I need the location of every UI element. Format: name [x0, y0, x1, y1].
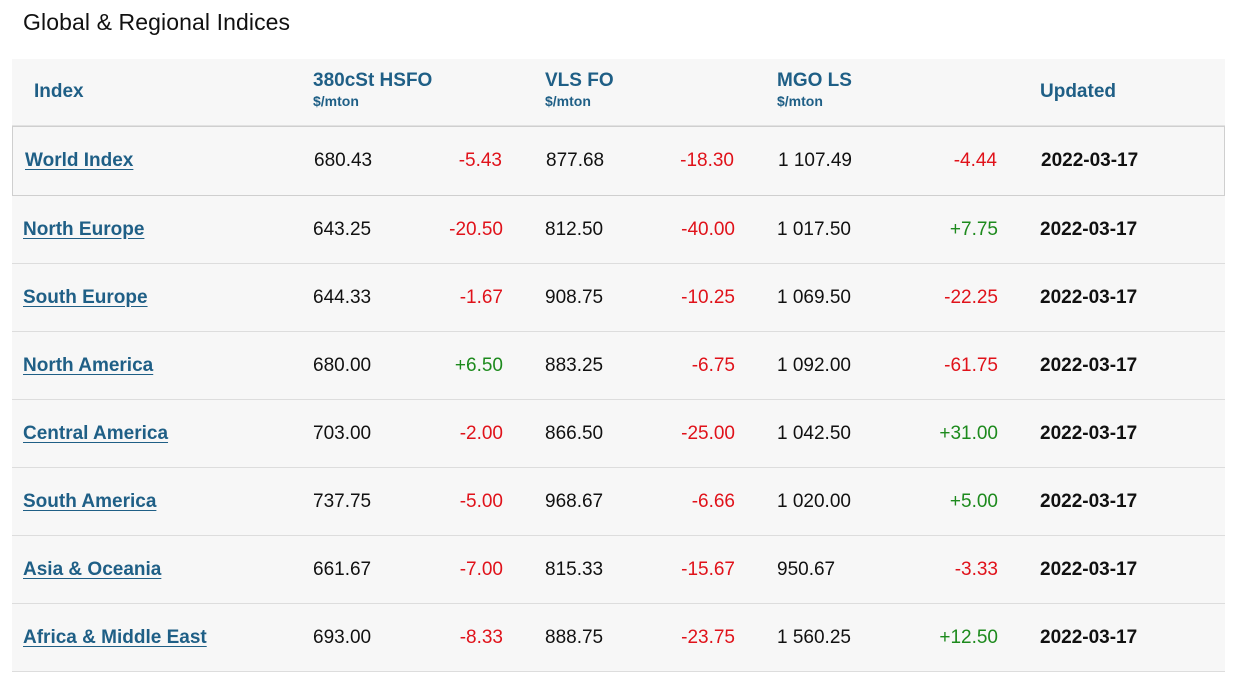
header-hsfo-label: 380cSt HSFO: [313, 70, 433, 91]
hsfo-change: -5.00: [459, 490, 503, 512]
vls-change: -23.75: [681, 626, 735, 648]
hsfo-change: -5.43: [458, 150, 502, 171]
region-link[interactable]: World Index: [25, 150, 134, 171]
mgo-price: 1 020.00: [777, 490, 851, 512]
page-title: Global & Regional Indices: [23, 9, 291, 35]
mgo-price: 1 017.50: [777, 218, 851, 240]
mgo-price: 1 560.25: [777, 626, 851, 648]
hsfo-price: 661.67: [313, 558, 372, 580]
header-index: Index: [34, 81, 84, 102]
mgo-price: 1 042.50: [777, 422, 851, 444]
vls-change: -6.75: [691, 354, 735, 376]
table-row: Africa & Middle East 693.00 -8.33 888.75…: [12, 604, 1225, 672]
mgo-change: +12.50: [939, 626, 998, 648]
mgo-price: 1 107.49: [778, 150, 852, 171]
mgo-price: 1 069.50: [777, 286, 851, 308]
mgo-change: +7.75: [949, 218, 998, 240]
mgo-price: 1 092.00: [777, 354, 851, 376]
region-link[interactable]: South Europe: [23, 286, 148, 308]
hsfo-price: 644.33: [313, 286, 372, 308]
region-link[interactable]: South America: [23, 490, 157, 512]
header-mgo: MGO LS $/mton: [777, 70, 852, 109]
header-updated: Updated: [1040, 81, 1116, 102]
updated-date: 2022-03-17: [1040, 626, 1138, 648]
vls-price: 968.67: [545, 490, 604, 512]
mgo-change: +5.00: [949, 490, 998, 512]
header-vls-label: VLS FO: [545, 70, 614, 91]
header-mgo-unit: $/mton: [777, 93, 823, 109]
hsfo-change: -1.67: [459, 286, 503, 308]
hsfo-price: 737.75: [313, 490, 372, 512]
updated-date: 2022-03-17: [1040, 422, 1138, 444]
updated-date: 2022-03-17: [1041, 150, 1139, 171]
vls-change: -10.25: [681, 286, 735, 308]
hsfo-change: -8.33: [459, 626, 503, 648]
vls-price: 815.33: [545, 558, 604, 580]
hsfo-change: +6.50: [454, 354, 503, 376]
region-link[interactable]: North America: [23, 354, 154, 376]
header-vls: VLS FO $/mton: [545, 70, 614, 109]
header-hsfo-unit: $/mton: [313, 93, 359, 109]
header-hsfo: 380cSt HSFO $/mton: [313, 70, 432, 109]
hsfo-price: 680.43: [314, 150, 373, 171]
table-row: Central America 703.00 -2.00 866.50 -25.…: [12, 400, 1225, 468]
vls-price: 888.75: [545, 626, 604, 648]
updated-date: 2022-03-17: [1040, 286, 1138, 308]
vls-price: 812.50: [545, 218, 604, 240]
updated-date: 2022-03-17: [1040, 218, 1138, 240]
hsfo-change: -7.00: [459, 558, 503, 580]
table-header: Index 380cSt HSFO $/mton VLS FO $/mton M…: [12, 59, 1225, 126]
updated-date: 2022-03-17: [1040, 490, 1138, 512]
hsfo-price: 680.00: [313, 354, 372, 376]
vls-price: 877.68: [546, 150, 605, 171]
table-row: South America 737.75 -5.00 968.67 -6.66 …: [12, 468, 1225, 536]
hsfo-price: 693.00: [313, 626, 372, 648]
mgo-change: -4.44: [953, 150, 997, 171]
hsfo-price: 643.25: [313, 218, 372, 240]
mgo-change: -3.33: [954, 558, 998, 580]
updated-date: 2022-03-17: [1040, 558, 1138, 580]
indices-table: Index 380cSt HSFO $/mton VLS FO $/mton M…: [12, 59, 1225, 672]
header-vls-unit: $/mton: [545, 93, 591, 109]
table-row: South Europe 644.33 -1.67 908.75 -10.25 …: [12, 264, 1225, 332]
mgo-change: -22.25: [944, 286, 998, 308]
vls-change: -40.00: [681, 218, 735, 240]
vls-price: 908.75: [545, 286, 604, 308]
mgo-change: -61.75: [944, 354, 998, 376]
hsfo-change: -2.00: [459, 422, 503, 444]
vls-change: -15.67: [681, 558, 735, 580]
table-row: Asia & Oceania 661.67 -7.00 815.33 -15.6…: [12, 536, 1225, 604]
region-link[interactable]: Asia & Oceania: [23, 558, 162, 580]
vls-price: 866.50: [545, 422, 604, 444]
hsfo-change: -20.50: [449, 218, 503, 240]
hsfo-price: 703.00: [313, 422, 372, 444]
region-link[interactable]: Central America: [23, 422, 169, 444]
vls-change: -18.30: [680, 150, 734, 171]
table-row: North Europe 643.25 -20.50 812.50 -40.00…: [12, 196, 1225, 264]
mgo-price: 950.67: [777, 558, 836, 580]
vls-price: 883.25: [545, 354, 604, 376]
header-mgo-label: MGO LS: [777, 70, 852, 91]
region-link[interactable]: North Europe: [23, 218, 145, 240]
vls-change: -6.66: [691, 490, 735, 512]
region-link[interactable]: Africa & Middle East: [23, 626, 207, 648]
table-row: North America 680.00 +6.50 883.25 -6.75 …: [12, 332, 1225, 400]
updated-date: 2022-03-17: [1040, 354, 1138, 376]
vls-change: -25.00: [681, 422, 735, 444]
mgo-change: +31.00: [939, 422, 998, 444]
table-row: World Index 680.43 -5.43 877.68 -18.30 1…: [12, 126, 1225, 196]
